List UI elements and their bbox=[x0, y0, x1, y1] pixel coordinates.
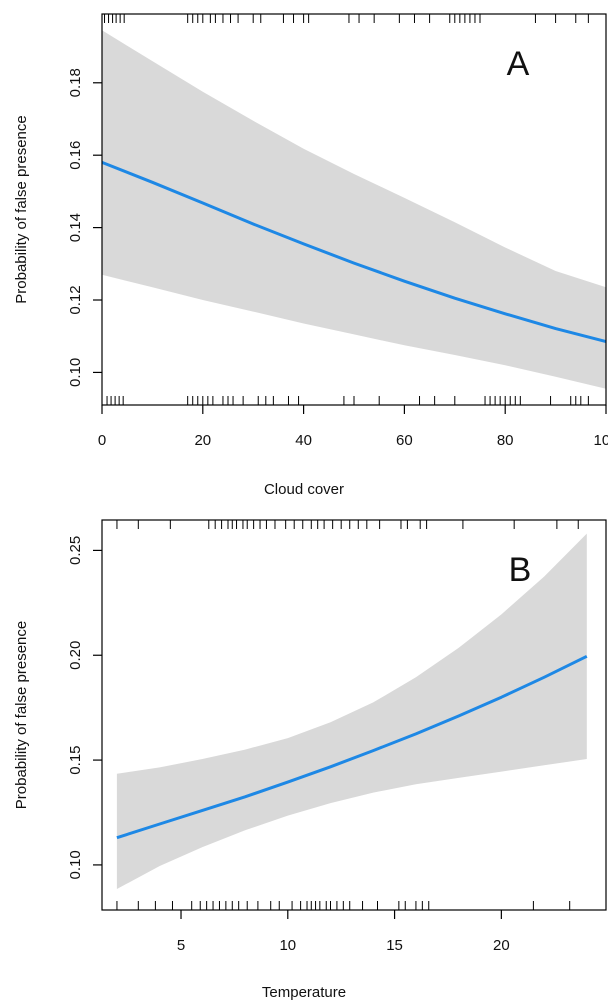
x-tick-label: 20 bbox=[194, 432, 211, 449]
y-tick-label: 0.10 bbox=[67, 850, 84, 879]
panel-label: A bbox=[507, 45, 530, 83]
y-tick-label: 0.25 bbox=[67, 536, 84, 565]
y-tick-label: 0.10 bbox=[67, 358, 84, 387]
x-tick-label: 20 bbox=[493, 937, 510, 954]
x-tick-label: 80 bbox=[497, 432, 514, 449]
y-tick-label: 0.16 bbox=[67, 141, 84, 170]
y-axis-label: Probability of false presence bbox=[13, 115, 30, 303]
x-axis-label: Cloud cover bbox=[264, 481, 344, 498]
x-tick-label: 5 bbox=[177, 937, 185, 954]
panel-label: B bbox=[509, 551, 532, 589]
x-tick-label: 60 bbox=[396, 432, 413, 449]
x-tick-label: 0 bbox=[98, 432, 106, 449]
y-tick-label: 0.12 bbox=[67, 285, 84, 314]
y-tick-label: 0.15 bbox=[67, 745, 84, 774]
x-tick-label: 15 bbox=[386, 937, 403, 954]
y-tick-label: 0.18 bbox=[67, 68, 84, 97]
x-tick-label: 40 bbox=[295, 432, 312, 449]
y-tick-label: 0.14 bbox=[67, 213, 84, 242]
y-axis-label: Probability of false presence bbox=[13, 621, 30, 809]
x-tick-label: 100 bbox=[593, 432, 608, 449]
x-tick-label: 10 bbox=[279, 937, 296, 954]
panel-a: 0 20 40 60 80 100 0.10 0.12 0.14 0.16 0.18 Cloud co… bbox=[13, 14, 608, 498]
y-tick-label: 0.20 bbox=[67, 641, 84, 670]
x-axis-label: Temperature bbox=[262, 984, 346, 1001]
panel-b: 5 10 15 20 0.10 0.15 0.20 0.25 Temperature Probab… bbox=[13, 520, 606, 1001]
confidence-band bbox=[102, 30, 606, 388]
